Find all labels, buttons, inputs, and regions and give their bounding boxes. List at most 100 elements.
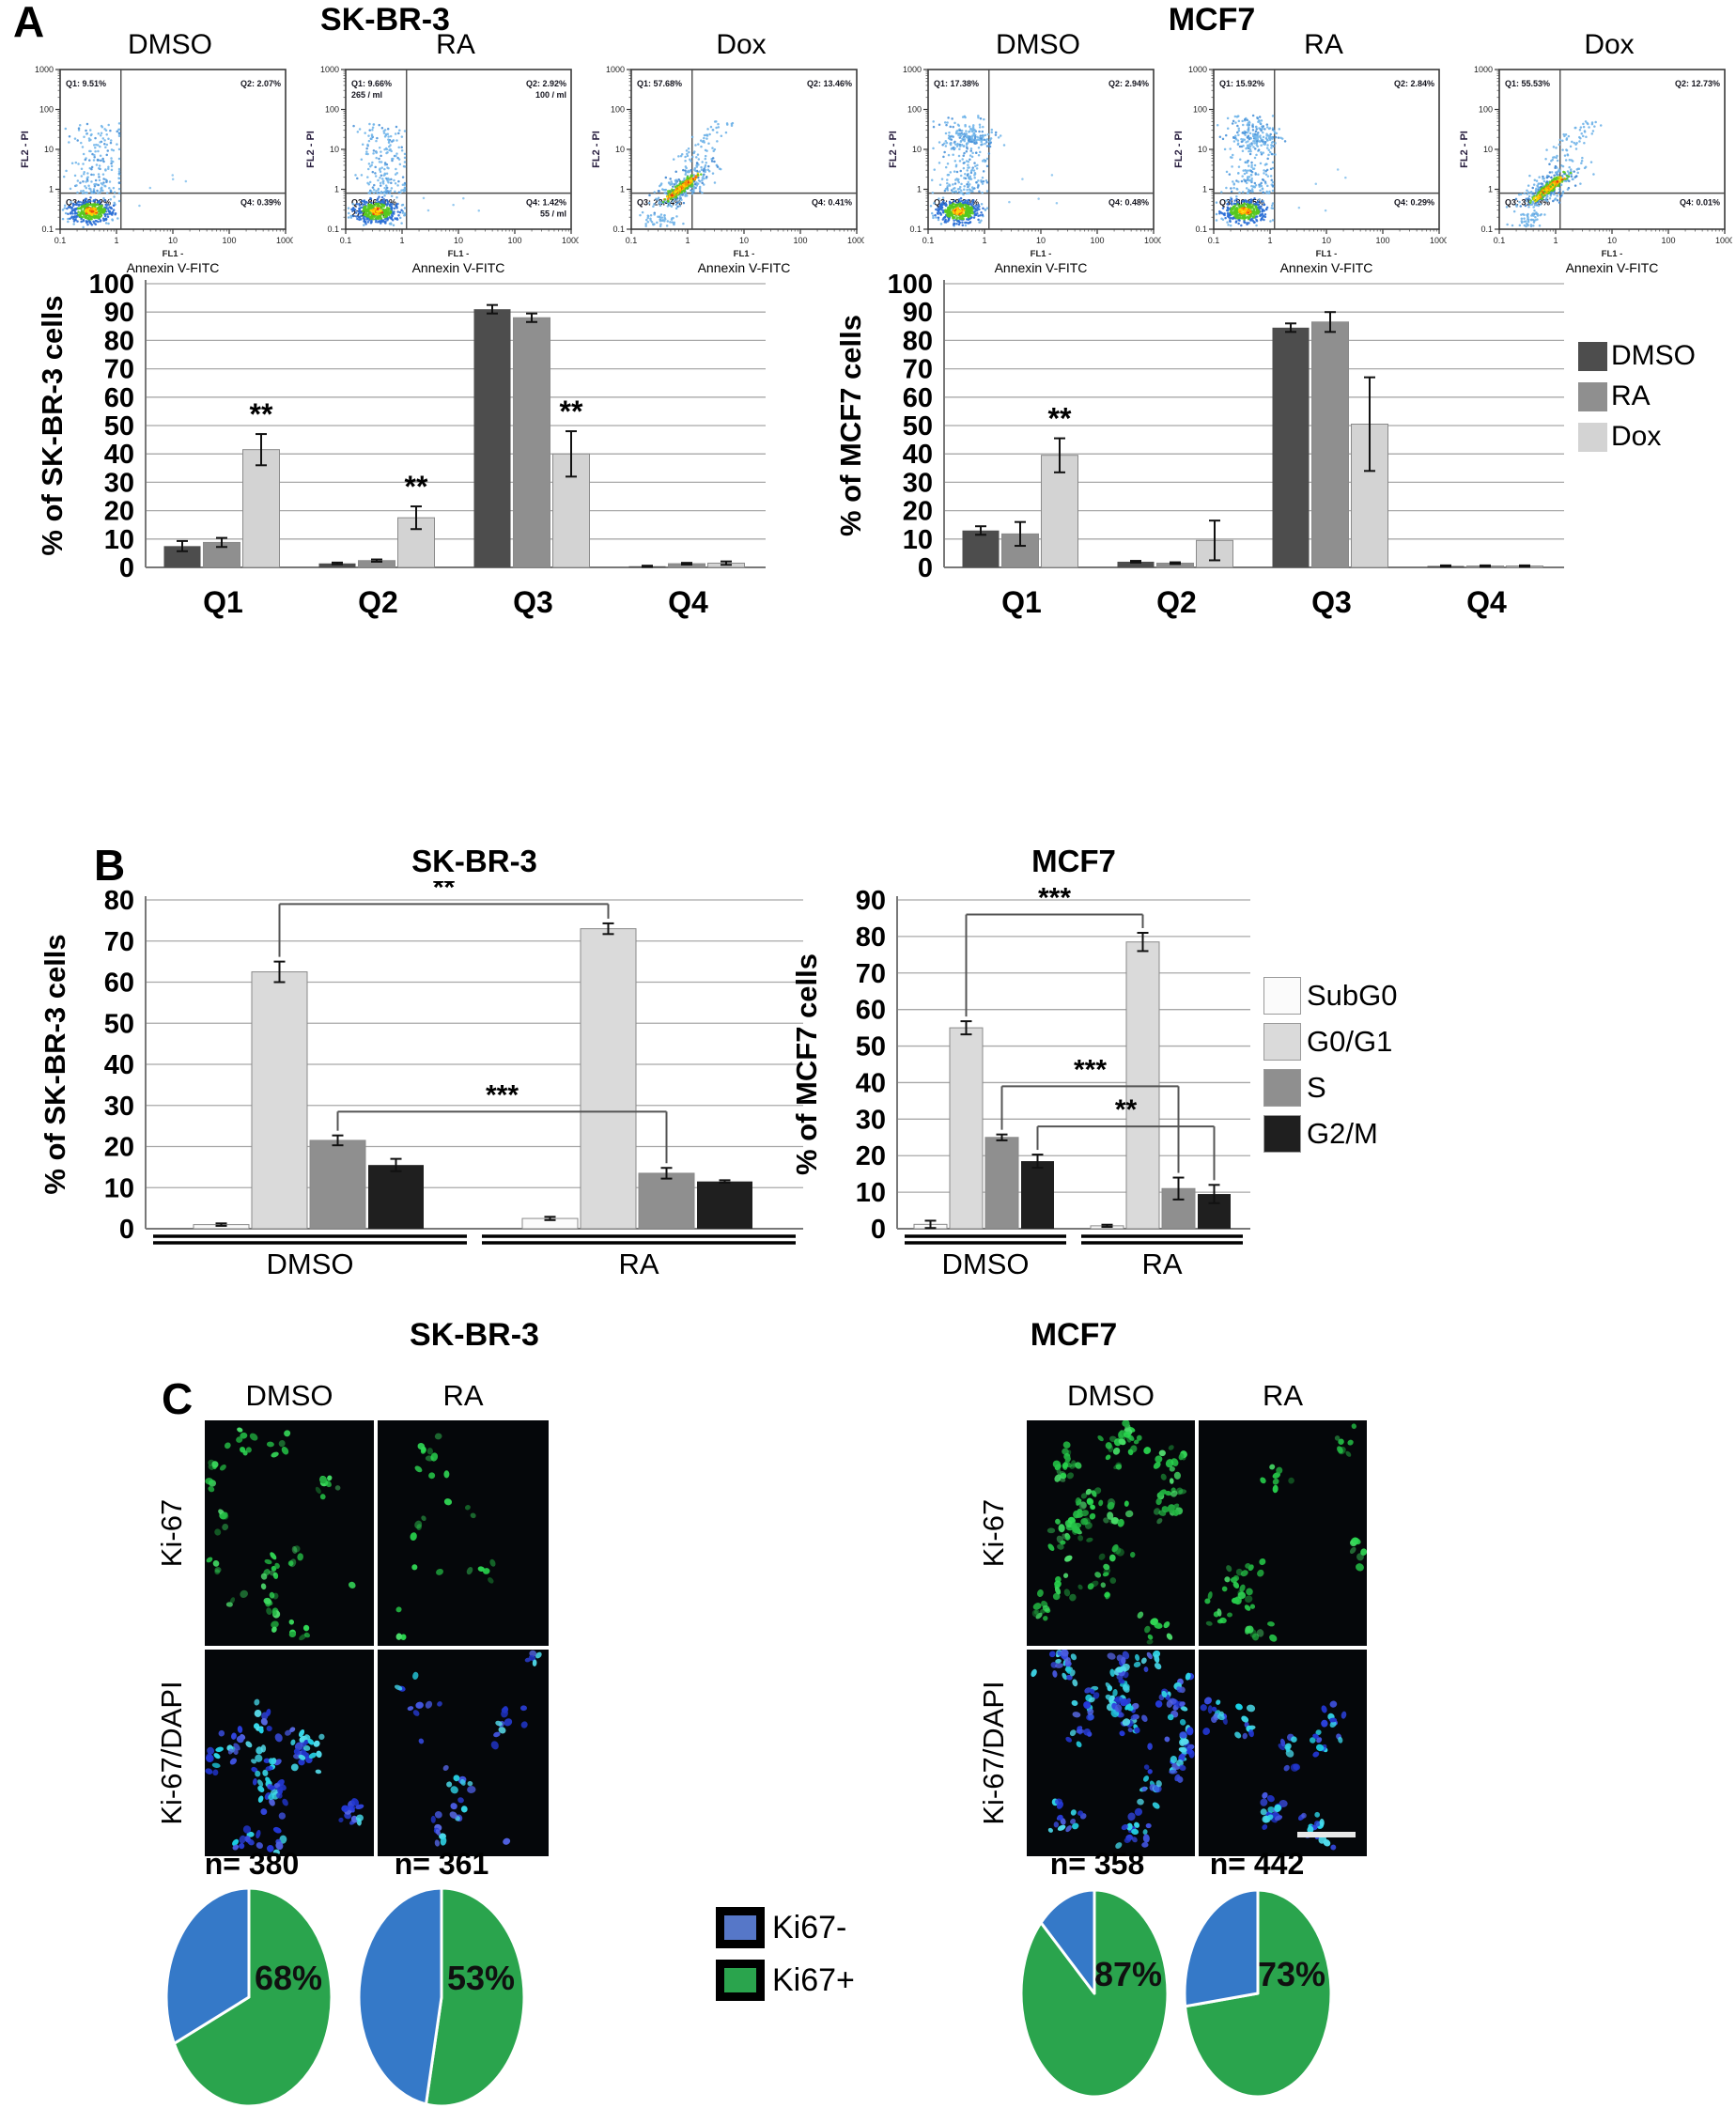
flow-plot-mcf7-dmso: DMSO 0.1 0.1 1 1 10 10 100 100 1000 1000 FL2 - PI F… bbox=[883, 28, 1161, 299]
svg-text:***: *** bbox=[1074, 1054, 1107, 1085]
svg-text:Annexin V-FITC: Annexin V-FITC bbox=[995, 260, 1088, 275]
svg-text:RA: RA bbox=[1141, 1248, 1182, 1280]
flow-plot-skbr3-dmso: DMSO 0.1 0.1 1 1 10 10 100 100 1000 1000 FL2 - PI F… bbox=[15, 28, 293, 299]
svg-text:FL1 -: FL1 - bbox=[1602, 249, 1623, 259]
svg-text:Q2: 2.84%: Q2: 2.84% bbox=[1394, 79, 1434, 88]
svg-text:Q3: Q3 bbox=[513, 585, 553, 619]
svg-text:Q3: 31.73%: Q3: 31.73% bbox=[1505, 198, 1550, 208]
svg-text:FL1 -: FL1 - bbox=[1031, 249, 1052, 259]
svg-text:1000: 1000 bbox=[320, 65, 339, 74]
svg-text:100: 100 bbox=[611, 105, 625, 115]
flow-title: RA bbox=[436, 29, 475, 60]
svg-text:FL2 - PI: FL2 - PI bbox=[888, 131, 899, 168]
svg-text:FL2 - PI: FL2 - PI bbox=[1459, 131, 1470, 168]
legend-item-dox: Dox bbox=[1578, 421, 1696, 453]
row-header-ki67-left: Ki-67 bbox=[155, 1498, 188, 1568]
svg-text:1000: 1000 bbox=[1430, 236, 1447, 245]
pie-ki67-skbr3-dmso: 68% bbox=[164, 1886, 333, 2108]
svg-text:Q3: 86.00%: Q3: 86.00% bbox=[351, 198, 396, 208]
svg-text:80: 80 bbox=[856, 922, 886, 953]
svg-text:0.1: 0.1 bbox=[1195, 225, 1207, 234]
svg-text:1000: 1000 bbox=[1474, 65, 1493, 74]
svg-text:1: 1 bbox=[1553, 236, 1558, 245]
legend-item-g0g1: G0/G1 bbox=[1263, 1023, 1398, 1061]
svg-text:FL1 -: FL1 - bbox=[1316, 249, 1338, 259]
svg-text:100: 100 bbox=[888, 271, 933, 300]
legend-label: Dox bbox=[1611, 421, 1662, 452]
chart-title-cellcycle-skbr3: SK-BR-3 bbox=[411, 844, 537, 878]
svg-text:1: 1 bbox=[399, 236, 404, 245]
legend-item-ra: RA bbox=[1578, 380, 1696, 412]
flow-scatter-mcf7-dox: 0.10.1 1 1 10 10 100 100 1000 1000 FL2 - PI FL1 -A… bbox=[1459, 65, 1732, 275]
col-header-dmso-left: DMSO bbox=[245, 1379, 333, 1412]
svg-text:Annexin V-FITC: Annexin V-FITC bbox=[698, 260, 791, 275]
svg-text:Q4: Q4 bbox=[668, 585, 708, 619]
svg-text:% of MCF7 cells: % of MCF7 cells bbox=[836, 315, 867, 536]
svg-text:0: 0 bbox=[119, 1215, 134, 1245]
svg-text:Annexin V-FITC: Annexin V-FITC bbox=[1280, 260, 1373, 275]
legend-label: Ki67+ bbox=[772, 1961, 855, 1998]
svg-text:50: 50 bbox=[104, 411, 134, 442]
svg-text:1000: 1000 bbox=[1144, 236, 1161, 245]
svg-text:30: 30 bbox=[104, 468, 134, 498]
svg-text:Q4: 0.01%: Q4: 0.01% bbox=[1680, 198, 1720, 208]
svg-text:FL2 - PI: FL2 - PI bbox=[591, 131, 602, 168]
svg-text:50: 50 bbox=[104, 1009, 134, 1039]
legend-label: RA bbox=[1611, 380, 1651, 411]
svg-text:30: 30 bbox=[903, 468, 933, 498]
svg-text:10: 10 bbox=[44, 145, 54, 154]
legend-item-g2m: G2/M bbox=[1263, 1115, 1398, 1153]
svg-text:70: 70 bbox=[104, 355, 134, 385]
header-cell-line-right: MCF7 bbox=[1168, 2, 1256, 38]
svg-text:10: 10 bbox=[168, 236, 178, 245]
svg-text:FL1 -: FL1 - bbox=[734, 249, 755, 259]
svg-text:80: 80 bbox=[104, 886, 134, 916]
svg-text:Q1: 55.53%: Q1: 55.53% bbox=[1505, 79, 1550, 88]
svg-text:10: 10 bbox=[903, 525, 933, 555]
micrograph-ki67-skbr3-dmso bbox=[205, 1420, 374, 1646]
subg0-swatch bbox=[1263, 977, 1301, 1015]
svg-text:0.1: 0.1 bbox=[1494, 236, 1506, 245]
svg-text:100: 100 bbox=[1090, 236, 1104, 245]
svg-text:0: 0 bbox=[119, 553, 134, 583]
svg-text:Q3: Q3 bbox=[1311, 585, 1352, 619]
flow-plot-skbr3-ra: RA 0.1 0.1 1 1 10 10 100 100 1000 1000 FL2 - PI FL1… bbox=[301, 28, 579, 299]
svg-text:0.1: 0.1 bbox=[626, 236, 638, 245]
flow-scatter-skbr3-dox: 0.10.1 1 1 10 10 100 100 1000 1000 FL2 - PI FL1 -A… bbox=[591, 65, 864, 275]
col-header-dmso-right: DMSO bbox=[1067, 1379, 1155, 1412]
g0g1-swatch bbox=[1263, 1023, 1301, 1061]
svg-text:**: ** bbox=[250, 397, 273, 431]
svg-text:0.1: 0.1 bbox=[909, 225, 922, 234]
svg-text:1000: 1000 bbox=[276, 236, 293, 245]
flow-title: Dox bbox=[716, 29, 767, 60]
micrograph-ki67dapi-mcf7-dmso bbox=[1027, 1650, 1195, 1856]
svg-text:% of SK-BR-3 cells: % of SK-BR-3 cells bbox=[38, 295, 69, 555]
svg-text:Q4: 0.39%: Q4: 0.39% bbox=[240, 198, 281, 208]
svg-text:Q1: Q1 bbox=[1001, 585, 1042, 619]
svg-text:70: 70 bbox=[856, 959, 886, 989]
row-header-ki67-right: Ki-67 bbox=[977, 1498, 1010, 1568]
xaxis-label-skbr3: SK-BR-3 bbox=[410, 1317, 539, 1353]
svg-text:100: 100 bbox=[39, 105, 54, 115]
svg-text:FL1 -: FL1 - bbox=[163, 249, 184, 259]
svg-text:70: 70 bbox=[903, 355, 933, 385]
xaxis-label-mcf7: MCF7 bbox=[1030, 1317, 1118, 1353]
svg-text:**: ** bbox=[433, 881, 456, 903]
legend-label: S bbox=[1307, 1071, 1326, 1104]
svg-text:0.1: 0.1 bbox=[922, 236, 935, 245]
svg-text:100 / ml: 100 / ml bbox=[535, 90, 566, 100]
svg-text:100: 100 bbox=[907, 105, 922, 115]
svg-text:Q2: Q2 bbox=[358, 585, 398, 619]
cell-count-skbr3-ra: n= 361 bbox=[394, 1847, 489, 1881]
svg-text:1000: 1000 bbox=[35, 65, 54, 74]
svg-text:0.1: 0.1 bbox=[340, 236, 352, 245]
svg-text:1000: 1000 bbox=[1188, 65, 1207, 74]
svg-text:DMSO: DMSO bbox=[267, 1248, 354, 1280]
svg-text:10: 10 bbox=[615, 145, 625, 154]
ra-swatch bbox=[1578, 381, 1607, 411]
legend-label: G0/G1 bbox=[1307, 1025, 1393, 1058]
svg-text:10: 10 bbox=[1322, 236, 1331, 245]
svg-text:10: 10 bbox=[104, 525, 134, 555]
